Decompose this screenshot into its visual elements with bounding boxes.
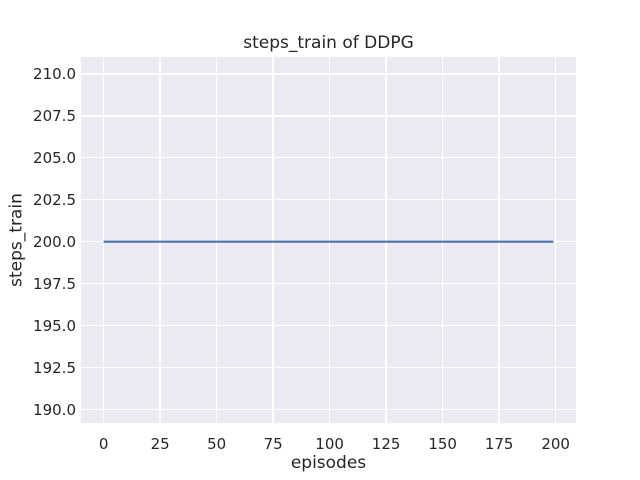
x-tick-label: 125 xyxy=(371,435,401,453)
y-tick-label: 200.0 xyxy=(33,232,76,251)
chart-title: steps_train of DDPG xyxy=(243,33,414,53)
gridline-vertical xyxy=(328,57,331,423)
gridline-vertical xyxy=(554,57,557,423)
y-tick-label: 195.0 xyxy=(33,316,76,335)
gridline-horizontal xyxy=(81,73,576,75)
gridline-horizontal xyxy=(81,324,576,327)
y-tick-label: 190.0 xyxy=(33,400,76,419)
gridline-horizontal xyxy=(81,115,576,117)
x-axis-label: episodes xyxy=(290,453,367,473)
series-layer xyxy=(103,240,554,243)
y-tick-label: 207.5 xyxy=(33,106,76,125)
y-tick-label: 192.5 xyxy=(33,358,76,377)
plot-area xyxy=(81,57,576,423)
gridline-horizontal xyxy=(81,408,576,411)
gridline-vertical xyxy=(159,57,161,423)
gridline-horizontal xyxy=(81,156,576,159)
x-tick-label: 175 xyxy=(484,435,514,453)
gridline-vertical xyxy=(272,57,274,423)
y-tick-label: 205.0 xyxy=(33,148,76,167)
x-tick-label: 50 xyxy=(207,435,227,453)
x-tick-label: 150 xyxy=(428,435,457,453)
gridline-vertical xyxy=(441,57,444,423)
gridline-horizontal xyxy=(81,366,576,369)
x-tick-label: 200 xyxy=(541,435,570,453)
gridline-horizontal xyxy=(81,282,576,285)
x-tick-label: 100 xyxy=(315,435,344,453)
gridline-vertical xyxy=(102,57,105,423)
gridline-vertical xyxy=(498,57,500,423)
gridline-vertical xyxy=(385,57,387,423)
gridline-horizontal xyxy=(81,198,576,201)
x-tick-label: 25 xyxy=(150,435,170,453)
x-tick-label: 75 xyxy=(263,435,283,453)
gridline-vertical xyxy=(215,57,218,423)
y-tick-label: 197.5 xyxy=(33,274,76,293)
y-tick-label: 210.0 xyxy=(33,64,76,83)
x-tick-label: 0 xyxy=(98,435,109,453)
y-tick-label: 202.5 xyxy=(33,190,76,209)
